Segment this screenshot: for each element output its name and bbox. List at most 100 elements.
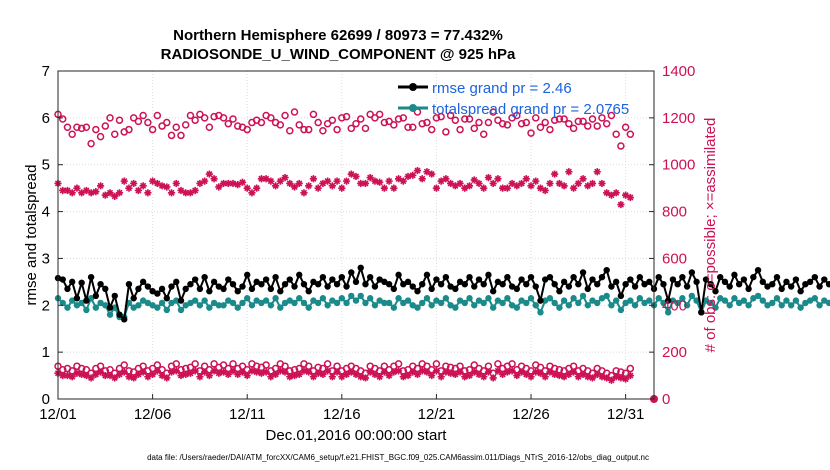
rmse-point: [532, 283, 539, 290]
obs-assimilated-lower-marker: [96, 368, 105, 376]
totalspread-point: [177, 306, 185, 314]
y2-tick-label: 400: [662, 297, 687, 314]
totalspread-point: [267, 302, 275, 309]
rmse-point: [338, 273, 346, 281]
obs-assimilated-lower-marker: [196, 373, 204, 381]
totalspread-point: [608, 302, 615, 309]
obs-assimilated-marker: [465, 182, 474, 190]
rmse-point: [97, 281, 104, 288]
totalspread-point: [556, 304, 563, 311]
obs-possible-marker: [111, 130, 119, 139]
totalspread-point: [442, 295, 450, 302]
y2-tick-label: 1400: [662, 63, 695, 80]
obs-possible-marker: [224, 119, 233, 128]
rmse-point: [348, 269, 355, 276]
totalspread-point: [158, 299, 166, 307]
obs-assimilated-marker: [186, 189, 195, 197]
obs-assimilated-lower-marker: [536, 369, 545, 377]
obs-assimilated-lower-marker: [78, 370, 86, 378]
totalspread-point: [130, 304, 137, 311]
obs-assimilated-lower-marker: [106, 371, 114, 380]
obs-assimilated-lower-marker: [115, 370, 124, 378]
rmse-point: [499, 281, 506, 288]
rmse-point: [754, 266, 762, 274]
rmse-point: [816, 283, 823, 290]
obs-assimilated-lower-marker: [271, 370, 280, 378]
rmse-point: [575, 281, 582, 288]
obs-possible-marker: [68, 130, 76, 139]
totalspread-point: [721, 297, 729, 304]
obs-assimilated-lower-marker: [267, 373, 275, 381]
totalspread-point: [220, 302, 227, 309]
obs-assimilated-marker: [409, 171, 417, 179]
obs-possible-marker: [338, 114, 346, 122]
obs-assimilated-lower-marker: [574, 373, 582, 381]
x-tick-label: 12/11: [229, 406, 265, 423]
obs-assimilated-lower-marker: [253, 368, 261, 376]
obs-possible-marker: [181, 121, 190, 129]
obs-possible-marker: [375, 110, 384, 119]
obs-possible-lower-marker: [470, 361, 479, 369]
obs-assimilated-lower-marker: [598, 373, 606, 381]
totalspread-point: [825, 299, 830, 307]
y2-tick-label: 600: [662, 250, 687, 267]
totalspread-point: [735, 299, 743, 307]
obs-assimilated-marker: [281, 174, 289, 182]
totalspread-point: [731, 295, 738, 302]
y-tick-label: 5: [42, 157, 50, 174]
obs-assimilated-lower-marker: [451, 370, 459, 378]
obs-assimilated-lower-marker: [584, 373, 592, 381]
obs-assimilated-marker: [338, 184, 346, 192]
obs-assimilated-lower-marker: [357, 373, 365, 381]
rmse-point: [173, 278, 180, 286]
obs-assimilated-lower-marker: [470, 368, 478, 376]
obs-assimilated-marker: [560, 182, 568, 190]
rmse-point: [87, 273, 95, 281]
rmse-point: [158, 285, 166, 293]
obs-assimilated-lower-marker: [447, 369, 455, 377]
obs-assimilated-lower-marker: [324, 367, 332, 375]
obs-assimilated-marker: [342, 177, 351, 185]
rmse-point: [721, 278, 729, 286]
obs-possible-marker: [418, 119, 426, 128]
obs-assimilated-marker: [584, 182, 592, 190]
rmse-point: [362, 281, 369, 288]
obs-assimilated-marker: [276, 177, 284, 185]
totalspread-point: [258, 299, 265, 307]
rmse-point: [475, 276, 483, 283]
rmse-point: [825, 281, 830, 288]
obs-assimilated-marker: [73, 184, 81, 192]
obs-assimilated-lower-marker: [101, 371, 109, 380]
obs-assimilated-marker: [115, 189, 124, 197]
obs-possible-marker: [229, 115, 237, 123]
totalspread-point: [560, 297, 568, 304]
totalspread-point: [778, 302, 785, 309]
totalspread-point: [310, 297, 317, 304]
plot-area: [58, 71, 654, 399]
obs-assimilated-lower-marker: [513, 371, 521, 380]
obs-assimilated-lower-marker: [588, 374, 597, 382]
totalspread-point: [106, 311, 114, 318]
obs-possible-marker: [352, 119, 360, 128]
rmse-point: [513, 285, 521, 293]
x-tick-label: 12/16: [323, 406, 361, 423]
rmse-point: [106, 304, 114, 311]
obs-assimilated-lower-marker: [541, 373, 549, 381]
rmse-point: [688, 269, 696, 276]
totalspread-point: [366, 295, 374, 302]
totalspread-point: [343, 299, 350, 307]
obs-assimilated-marker: [300, 189, 308, 197]
obs-assimilated-lower-marker: [163, 374, 171, 382]
totalspread-point: [641, 299, 648, 307]
totalspread-point: [144, 299, 152, 307]
totalspread-point: [471, 302, 478, 309]
obs-possible-marker: [546, 125, 554, 134]
obs-assimilated-marker: [210, 175, 218, 183]
obs-assimilated-lower-marker: [167, 368, 176, 376]
obs-assimilated-lower-marker: [238, 368, 247, 376]
totalspread-point: [797, 304, 804, 311]
rmse-point: [121, 316, 128, 323]
rmse-point: [603, 266, 610, 274]
rmse-point: [518, 276, 525, 283]
obs-assimilated-lower-marker: [234, 370, 242, 378]
